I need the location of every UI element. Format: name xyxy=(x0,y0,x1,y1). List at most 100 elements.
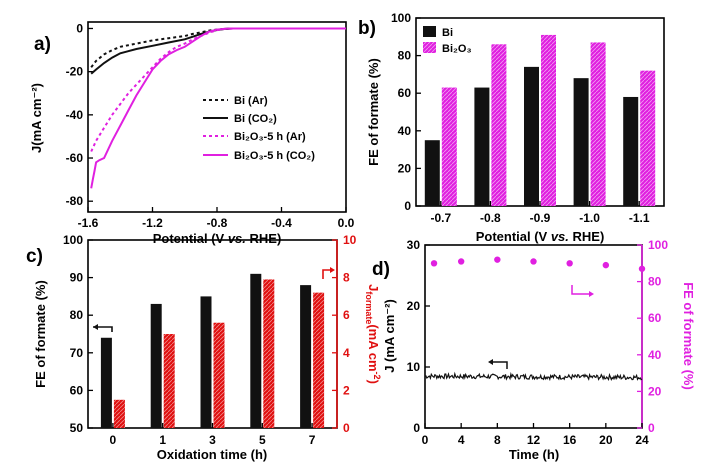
panel-a-xtick-label: -1.6 xyxy=(78,216,99,230)
fe-point-24h xyxy=(638,265,646,272)
panel-a-label: a) xyxy=(34,34,51,55)
panel-d-ytick-label: 20 xyxy=(407,299,421,313)
arrow-right-indicator-d xyxy=(571,285,592,295)
panel-b: 0 20 40 60 80 100 -0.7 -0.8 -0.9 -1.0 -1.1 Potenti… xyxy=(366,11,665,244)
panel-a: -1.6 -1.2 -0.8 -0.4 0.0 0 -20 -40 -60 -80 Potenti… xyxy=(29,21,355,246)
panel-b-ytick-label: 20 xyxy=(398,161,412,175)
bar-j-formate-7 xyxy=(313,292,325,428)
panel-c-ytick-label: 80 xyxy=(70,308,84,322)
arrow-left-head-d xyxy=(488,359,493,365)
bar-bi-o-0-9 xyxy=(541,34,556,206)
arrow-right-indicator xyxy=(322,269,333,279)
panel-d-label: d) xyxy=(372,259,390,280)
series-line-j xyxy=(424,371,643,382)
panel-c-y2label: Jformate(mA cm-2) xyxy=(364,284,382,384)
panel-b-xtick-label: -1.1 xyxy=(629,211,650,225)
legend-swatch-bi xyxy=(423,26,436,37)
panel-d-arrows xyxy=(488,285,594,369)
panel-b-ytick-label: 80 xyxy=(398,49,412,63)
panel-b-xtick-label: -0.7 xyxy=(430,211,451,225)
panel-d-ylabel: J (mA cm⁻²) xyxy=(382,299,397,373)
panel-c-y2tick-label: 2 xyxy=(343,383,350,397)
arrow-left-indicator-d xyxy=(490,361,508,369)
arrow-left-indicator xyxy=(93,326,113,332)
bar-bi-0-9 xyxy=(524,66,539,206)
series-line-bi-ar xyxy=(90,27,346,68)
legend-label-bi: Bi xyxy=(442,27,453,39)
fe-point-12h xyxy=(530,258,537,265)
panel-b-legend: Bi Bi₂O₃ xyxy=(423,26,472,55)
series-line-bi-o-5-h-co xyxy=(90,27,346,189)
panel-c-y2tick-label: 8 xyxy=(343,271,350,285)
panel-d-y2tick-label: 40 xyxy=(648,348,662,362)
panel-c-y2tick-label: 0 xyxy=(343,421,350,435)
panel-a-xtick-label: -1.2 xyxy=(142,216,163,230)
panel-c-xtick-label: 3 xyxy=(209,433,216,447)
panel-d-xtick-label: 20 xyxy=(599,433,613,447)
legend-label-bi-ar: Bi (Ar) xyxy=(234,95,268,107)
legend-swatch-bi2o3 xyxy=(423,42,436,53)
panel-c-ytick-label: 90 xyxy=(70,271,84,285)
panel-c-xtick-label: 5 xyxy=(259,433,266,447)
panel-d-frame xyxy=(424,244,643,429)
panel-d-y2tick-label: 20 xyxy=(648,384,662,398)
panel-d-y2tick-label: 0 xyxy=(648,421,655,435)
panel-c-ylabel: FE of formate (%) xyxy=(33,280,48,388)
panel-c-xlabel: Oxidation time (h) xyxy=(157,447,268,462)
series-line-bi-o-5-h-ar xyxy=(90,27,346,152)
fe-point-16h xyxy=(566,260,573,267)
fe-point-4h xyxy=(457,258,465,265)
bar-bi-0-7 xyxy=(424,140,440,206)
panel-c-y2tick-label: 10 xyxy=(343,233,357,247)
bar-bi-o-1-0 xyxy=(590,42,606,206)
panel-a-xtick-label: 0.0 xyxy=(338,216,355,230)
panel-b-xlabel: Potential (V vs. RHE) xyxy=(476,229,605,244)
fe-point-1h xyxy=(430,260,438,267)
panel-a-ytick-label: -60 xyxy=(66,151,84,165)
legend-label-bi-co2: Bi (CO₂) xyxy=(234,113,277,125)
bar-bi-1-0 xyxy=(573,78,589,206)
panel-a-legend: Bi (Ar) Bi (CO₂) Bi₂O₃-5 h (Ar) Bi₂O₃-5 … xyxy=(203,95,315,162)
panel-b-xtick-label: -0.9 xyxy=(530,211,551,225)
panel-d-y2tick-label: 60 xyxy=(648,311,662,325)
panel-b-ytick-label: 60 xyxy=(398,86,412,100)
panel-c-y2tick-label: 4 xyxy=(343,346,350,360)
panel-c-ytick-label: 70 xyxy=(70,346,84,360)
panel-c-ytick-label: 50 xyxy=(70,421,84,435)
panel-c-xtick-label: 0 xyxy=(110,433,117,447)
legend-label-bi2o3: Bi₂O₃ xyxy=(442,43,472,55)
bar-fe-3 xyxy=(200,296,212,428)
panel-a-ylabel: J(mA cm⁻²) xyxy=(29,83,44,153)
panel-d-xtick-label: 12 xyxy=(527,433,541,447)
panel-d-y2label: FE of formate (%) xyxy=(681,282,696,390)
panel-b-ytick-label: 40 xyxy=(398,124,412,138)
panel-d-y2tick-label: 100 xyxy=(648,238,668,252)
panel-a-xtick-label: -0.4 xyxy=(271,216,292,230)
bar-fe-5 xyxy=(250,273,262,428)
panel-a-ytick-label: -40 xyxy=(66,108,84,122)
panel-d-xtick-label: 24 xyxy=(635,433,649,447)
bar-bi-1-1 xyxy=(623,96,639,206)
bar-j-formate-3 xyxy=(213,322,225,428)
panel-a-ytick-label: -80 xyxy=(66,194,84,208)
bar-bi-o-1-1 xyxy=(640,70,656,206)
panel-d-xlabel: Time (h) xyxy=(509,447,559,462)
panel-c-label: c) xyxy=(26,246,43,267)
bar-bi-o-0-8 xyxy=(491,44,507,206)
series-line-bi-co xyxy=(90,27,346,75)
arrow-right-head-d xyxy=(589,291,594,297)
panel-d-xtick-label: 16 xyxy=(563,433,577,447)
panel-d-xtick-label: 0 xyxy=(422,433,429,447)
panel-a-xtick-label: -0.8 xyxy=(207,216,228,230)
bar-j-formate-1 xyxy=(163,334,175,428)
panel-c-y2tick-label: 6 xyxy=(343,308,350,322)
fe-point-20h xyxy=(602,261,610,269)
panel-d-ytick-label: 10 xyxy=(407,360,421,374)
legend-label-bi2o3-co2: Bi₂O₃-5 h (CO₂) xyxy=(234,150,315,162)
bar-bi-0-8 xyxy=(474,87,490,206)
panel-b-xtick-label: -0.8 xyxy=(480,211,501,225)
bar-j-formate-5 xyxy=(263,279,275,428)
